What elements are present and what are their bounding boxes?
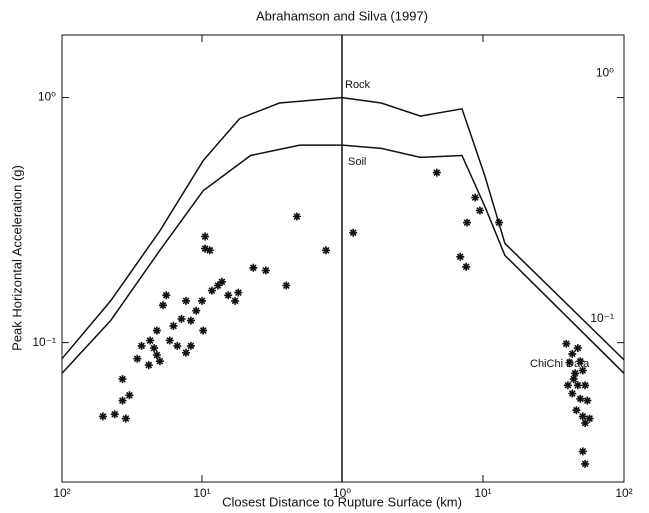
star-point xyxy=(572,406,581,415)
star-point xyxy=(349,228,358,237)
star-point xyxy=(198,296,206,305)
x-tick-label: 10¹ xyxy=(193,486,210,500)
plot-frame xyxy=(61,34,625,483)
star-point xyxy=(150,344,159,353)
star-point xyxy=(205,246,214,255)
star-point xyxy=(475,206,484,215)
curve xyxy=(61,96,343,360)
star-point xyxy=(585,414,594,423)
y-tick-label: 10⁻¹ xyxy=(32,335,56,349)
star-point xyxy=(562,339,571,348)
star-point xyxy=(576,394,585,403)
y-tick-label: 10⁰ xyxy=(38,90,56,104)
star-point xyxy=(573,381,582,390)
y-tick-label-right: 10⁻¹ xyxy=(590,311,614,325)
star-point xyxy=(146,336,155,345)
star-point xyxy=(218,277,226,286)
star-point xyxy=(571,369,580,378)
star-point xyxy=(177,314,186,323)
star-point xyxy=(152,351,161,359)
star-point xyxy=(573,344,582,353)
star-point xyxy=(261,266,270,275)
y-tick-label-right: 10⁰ xyxy=(596,66,614,80)
star-point xyxy=(432,168,441,177)
star-point xyxy=(98,412,107,421)
star-point xyxy=(462,262,471,271)
x-tick-label: 10⁰ xyxy=(333,486,351,500)
star-point xyxy=(578,447,587,456)
star-point xyxy=(565,358,574,367)
chart-title: Abrahamson and Silva (1997) xyxy=(256,8,428,23)
x-axis-label: Closest Distance to Rupture Surface (km) xyxy=(222,494,462,509)
star-point xyxy=(201,232,210,241)
curve xyxy=(61,144,342,374)
star-point xyxy=(133,354,142,363)
star-point xyxy=(169,321,178,330)
star-point xyxy=(137,341,146,350)
star-point xyxy=(118,375,127,384)
star-point xyxy=(110,410,119,419)
star-point xyxy=(569,375,578,384)
star-point xyxy=(568,389,577,398)
star-point xyxy=(563,381,572,390)
star-point xyxy=(213,281,222,290)
star-point xyxy=(186,341,195,350)
star-point xyxy=(165,336,174,345)
star-point xyxy=(182,296,190,305)
star-point xyxy=(581,459,590,468)
star-point xyxy=(292,212,301,221)
star-point xyxy=(207,286,216,295)
annotation: Rock xyxy=(345,79,371,91)
star-point xyxy=(182,348,190,357)
star-point xyxy=(192,306,201,315)
x-tick-label: 10² xyxy=(53,486,70,500)
star-point xyxy=(155,357,164,366)
star-point xyxy=(578,412,587,421)
star-point xyxy=(249,263,258,272)
x-tick-label: 10² xyxy=(615,486,632,500)
star-point xyxy=(456,252,465,261)
x-tick-label: 10¹ xyxy=(474,486,491,500)
star-point xyxy=(118,396,127,405)
star-point xyxy=(568,349,577,358)
annotation: Soil xyxy=(348,156,366,168)
star-point xyxy=(495,218,504,227)
star-point xyxy=(322,246,330,255)
star-point xyxy=(201,244,210,253)
star-point xyxy=(282,281,291,290)
star-point xyxy=(159,301,167,310)
star-point xyxy=(173,341,182,350)
curve xyxy=(341,96,625,361)
star-point xyxy=(125,391,134,400)
star-point xyxy=(471,193,480,202)
annotation: ChiChi Data xyxy=(530,358,590,370)
star-point xyxy=(186,316,195,325)
star-point xyxy=(144,361,153,370)
star-point xyxy=(231,296,240,305)
star-point xyxy=(583,396,592,405)
star-point xyxy=(152,326,161,335)
star-point xyxy=(162,291,171,300)
star-point xyxy=(199,326,208,335)
star-point xyxy=(578,366,587,375)
y-axis-label: Peak Horizontal Acceleration (g) xyxy=(9,165,24,351)
star-point xyxy=(581,381,590,390)
star-point xyxy=(576,357,585,366)
star-point xyxy=(234,288,243,297)
star-point xyxy=(581,419,590,427)
star-point xyxy=(121,414,130,423)
star-point xyxy=(224,291,233,300)
star-point xyxy=(463,218,471,227)
curve xyxy=(341,144,625,374)
